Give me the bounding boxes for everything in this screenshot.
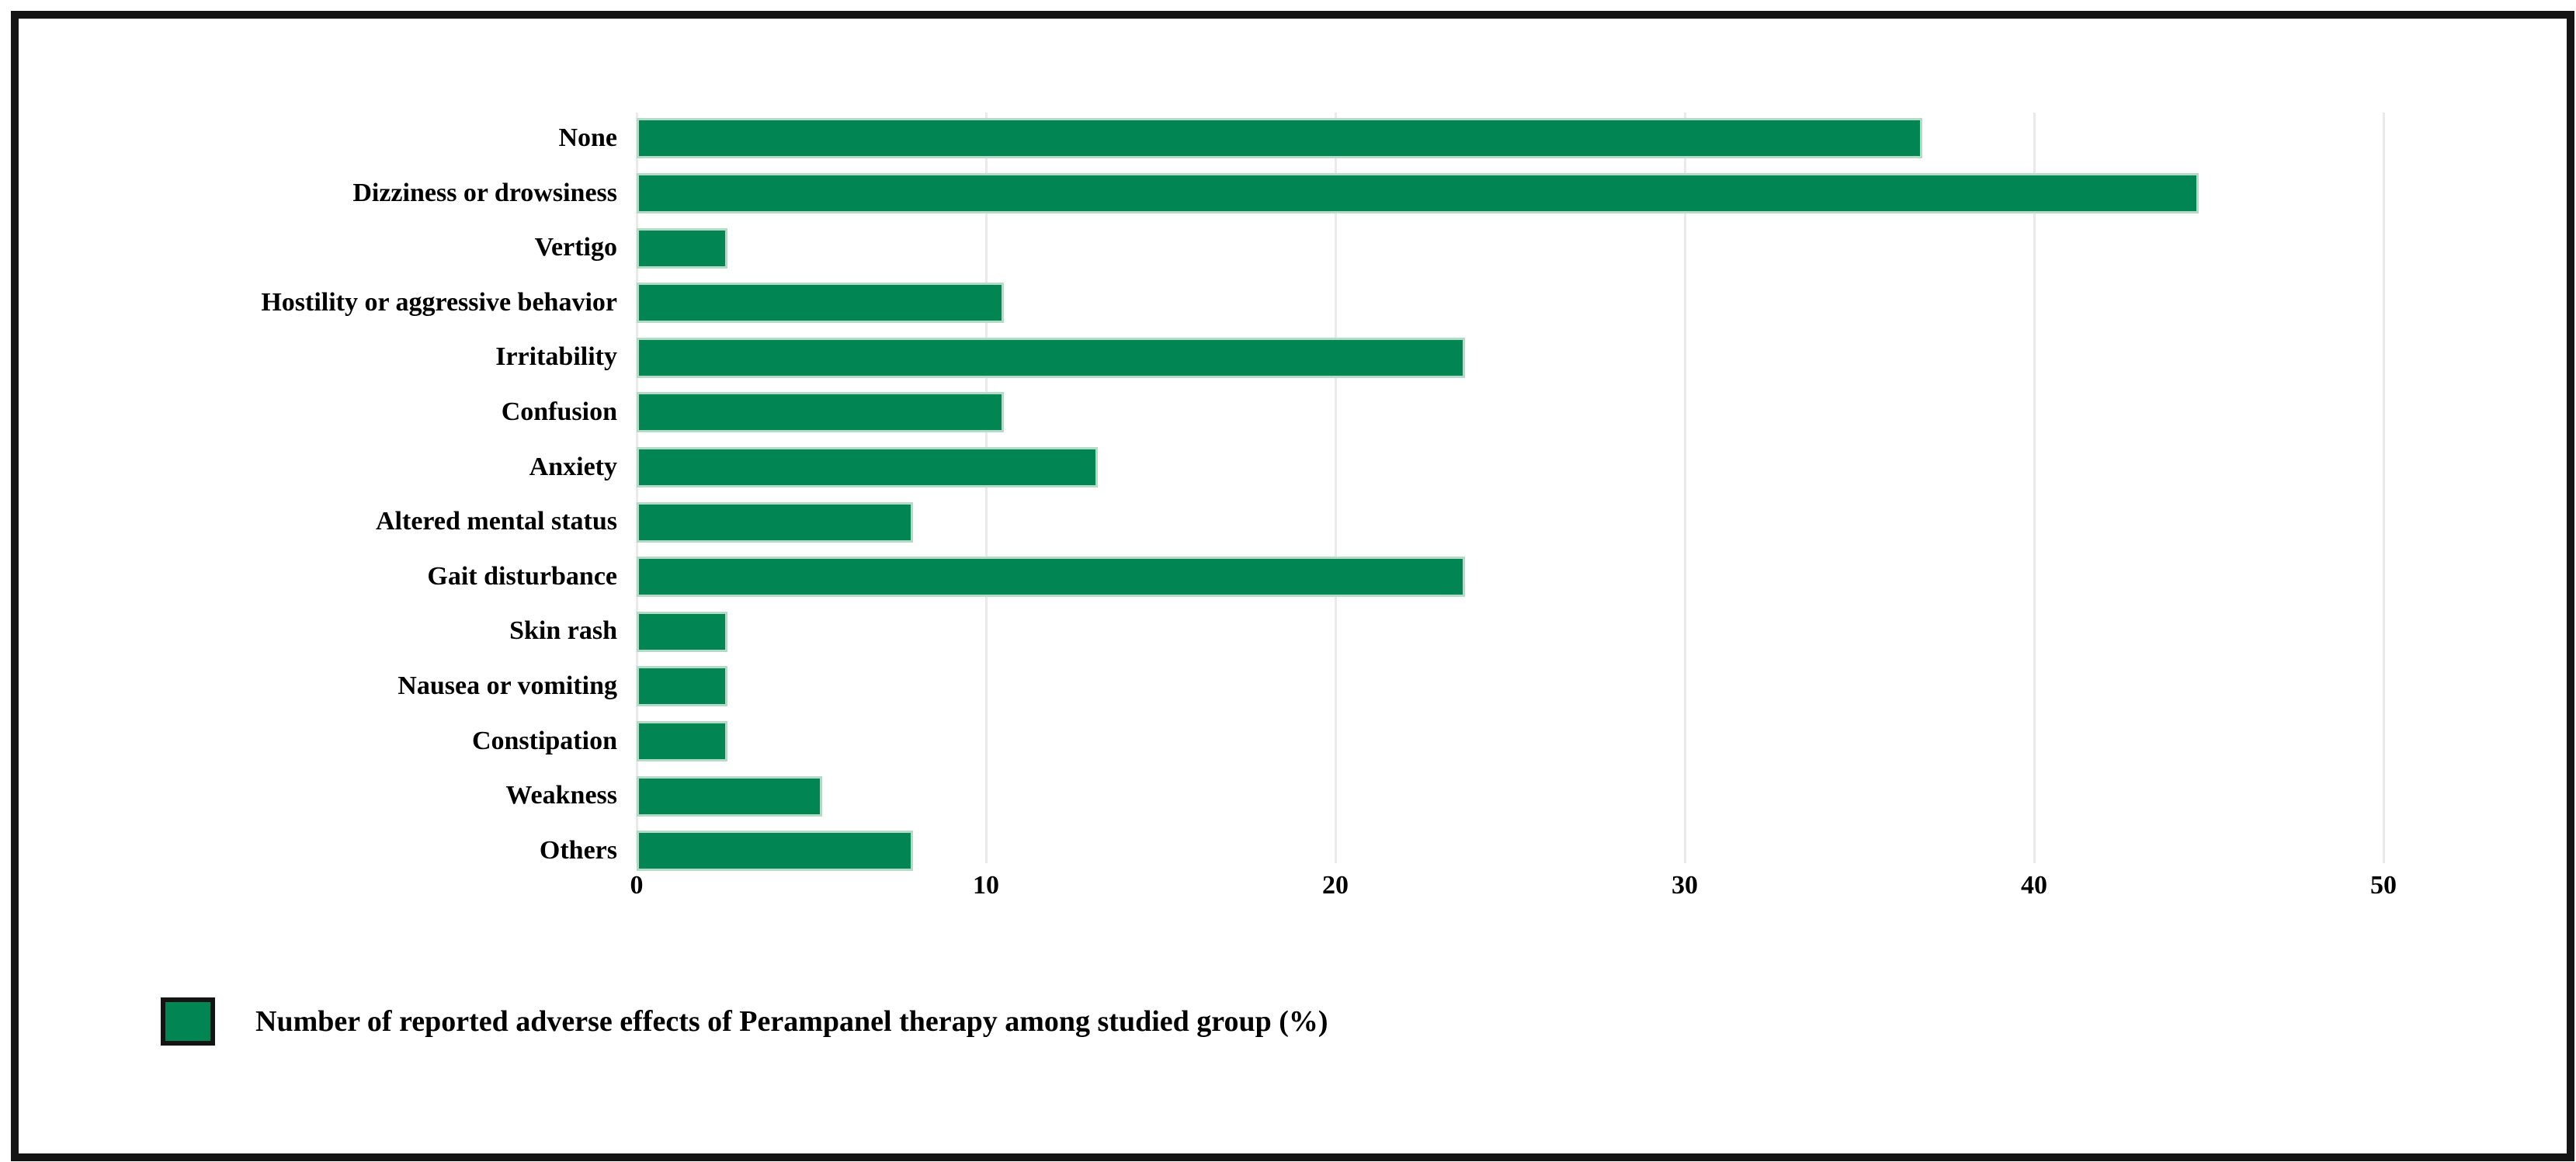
category-label: Confusion [501, 397, 617, 426]
x-axis-tick-label: 20 [1322, 871, 1349, 900]
bar-altered-mental-status [637, 501, 913, 543]
category-label: Anxiety [529, 452, 617, 481]
x-axis-tick-label: 40 [2021, 871, 2047, 900]
bar-hostility-or-aggressive-behavior [637, 283, 1004, 324]
category-label: Irritability [495, 342, 617, 372]
x-axis-tick-label: 30 [1672, 871, 1698, 900]
bar-weakness [637, 775, 822, 817]
bar-constipation [637, 720, 727, 761]
bar-gait-disturbance [637, 557, 1465, 598]
category-label: Hostility or aggressive behavior [261, 287, 617, 317]
x-axis-tick-label: 50 [2370, 871, 2397, 900]
gridline-x-30 [1684, 113, 1686, 863]
bar-skin-rash [637, 611, 727, 652]
gridline-x-50 [2383, 113, 2385, 863]
category-label: Constipation [471, 726, 617, 755]
category-label: Dizziness or drowsiness [352, 178, 617, 207]
x-axis-tick-label: 10 [973, 871, 999, 900]
category-label: Nausea or vomiting [398, 671, 617, 700]
bar-confusion [637, 392, 1004, 433]
bar-nausea-or-vomiting [637, 666, 727, 707]
bar-none [637, 118, 1922, 159]
bar-dizziness-or-drowsiness [637, 172, 2199, 213]
gridline-x-40 [2033, 113, 2036, 863]
legend-label: Number of reported adverse effects of Pe… [255, 1005, 1328, 1038]
bar-others [637, 831, 913, 872]
category-label: None [558, 123, 617, 152]
x-axis-tick-label: 0 [630, 871, 644, 900]
bar-vertigo [637, 227, 727, 269]
category-label: Skin rash [509, 616, 617, 646]
bar-anxiety [637, 446, 1098, 487]
bar-irritability [637, 337, 1465, 378]
gridline-x-10 [985, 113, 988, 863]
legend: Number of reported adverse effects of Pe… [161, 997, 1328, 1046]
category-label: Vertigo [534, 233, 617, 262]
category-label: Weakness [505, 781, 617, 810]
category-label: Gait disturbance [427, 561, 617, 591]
gridline-x-20 [1335, 113, 1337, 863]
gridline-x-0 [636, 113, 638, 863]
legend-swatch [161, 997, 215, 1046]
category-label: Others [539, 835, 617, 865]
category-label: Altered mental status [376, 507, 617, 536]
